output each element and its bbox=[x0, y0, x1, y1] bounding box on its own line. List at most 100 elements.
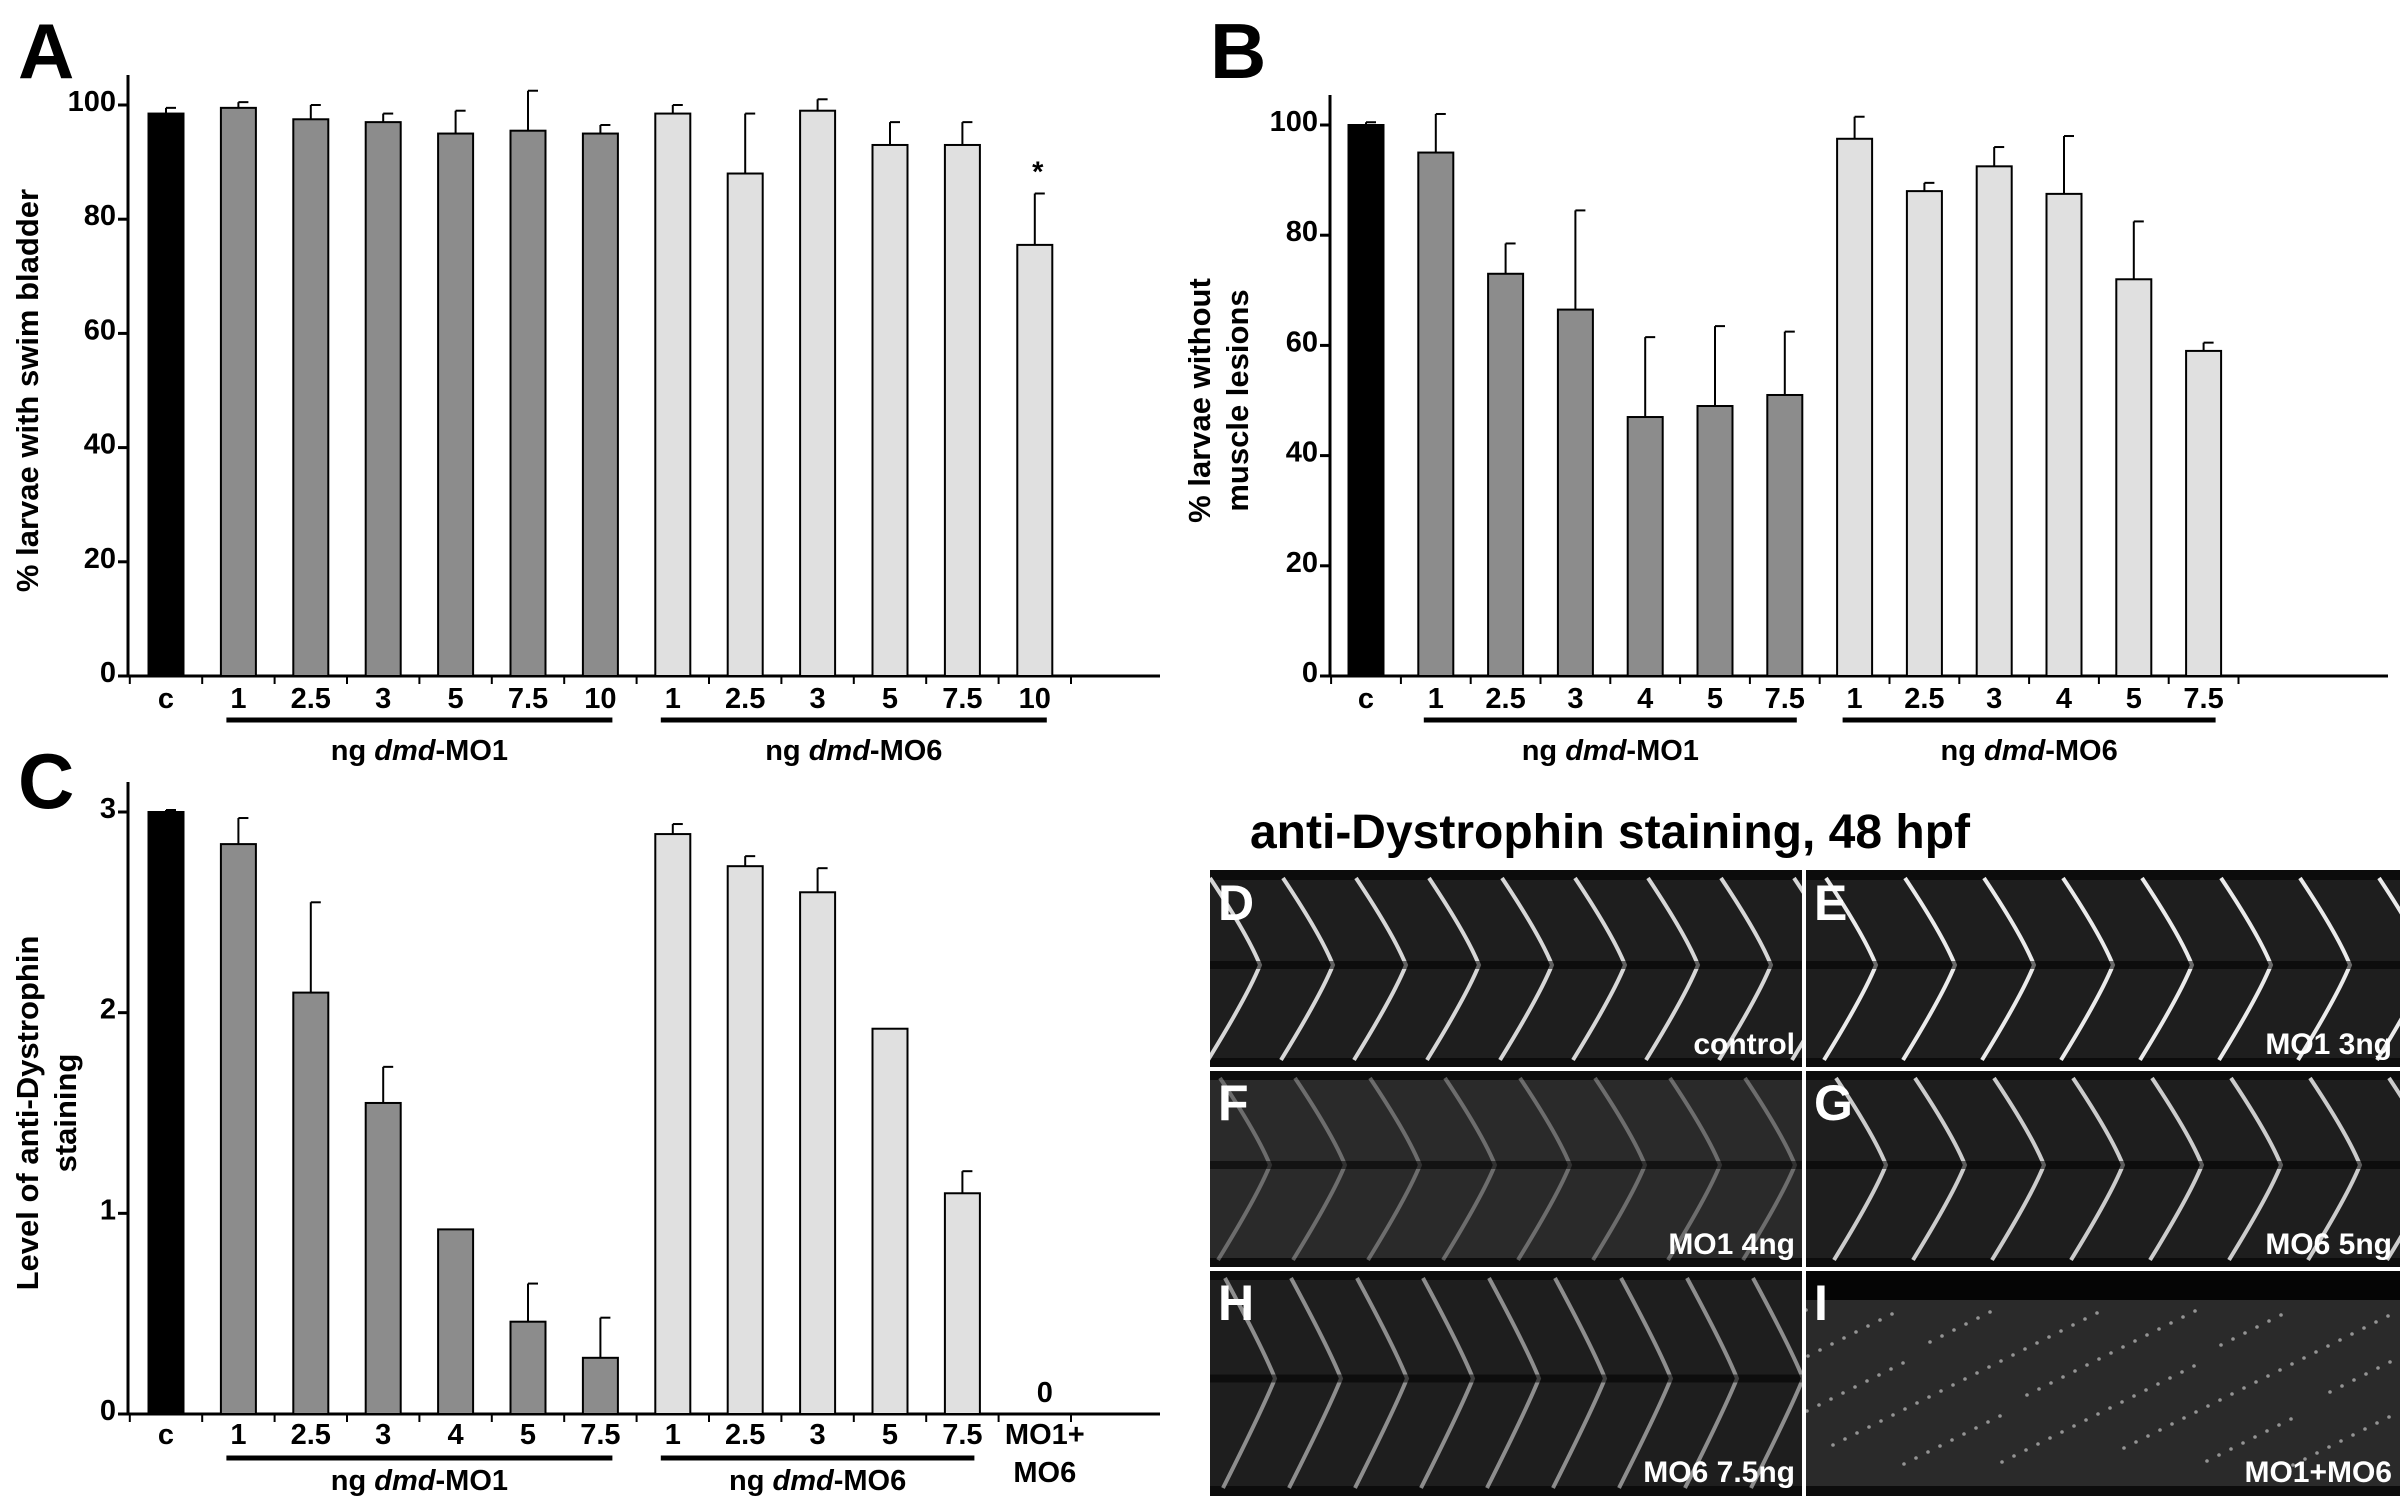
speckle bbox=[2169, 1321, 2173, 1325]
y-tick-label: 0 bbox=[1302, 657, 1318, 689]
x-tick-label: 5 bbox=[882, 1419, 898, 1451]
speckle bbox=[1855, 1431, 1859, 1435]
speckle bbox=[2328, 1390, 2332, 1394]
x-tick-label: 1 bbox=[230, 1419, 246, 1451]
staining-title: anti-Dystrophin staining, 48 hpf bbox=[1250, 806, 1971, 859]
speckle bbox=[2084, 1418, 2088, 1422]
bar bbox=[1905, 190, 1943, 677]
speckle bbox=[2012, 1454, 2016, 1458]
micrograph-label: MO6 5ng bbox=[2265, 1228, 2392, 1261]
speckle bbox=[2061, 1375, 2065, 1379]
speckle bbox=[1817, 1403, 1821, 1407]
speckle bbox=[1928, 1340, 1932, 1344]
bar bbox=[1347, 124, 1385, 677]
group-label: ng dmd-MO1 bbox=[1522, 735, 1699, 767]
micrograph-g bbox=[1806, 1070, 2400, 1268]
speckle bbox=[1865, 1379, 1869, 1383]
speckle bbox=[1940, 1334, 1944, 1338]
bar bbox=[654, 112, 692, 677]
bar bbox=[2045, 192, 2083, 677]
group-label: ng dmd-MO1 bbox=[331, 1465, 508, 1496]
bar bbox=[509, 129, 547, 677]
x-tick-label: 4 bbox=[2056, 683, 2072, 715]
speckle bbox=[2134, 1440, 2138, 1444]
speckle bbox=[2327, 1445, 2331, 1449]
micrograph-letter: E bbox=[1814, 875, 1847, 931]
speckle bbox=[2339, 1439, 2343, 1443]
bar bbox=[437, 132, 475, 678]
speckle bbox=[1806, 1354, 1810, 1358]
speckle bbox=[2036, 1442, 2040, 1446]
bar bbox=[943, 1192, 981, 1416]
x-tick-label: 2.5 bbox=[291, 683, 331, 715]
speckle bbox=[2364, 1372, 2368, 1376]
bar bbox=[799, 891, 837, 1415]
micrograph-h bbox=[1210, 1270, 1803, 1496]
speckle bbox=[1939, 1389, 1943, 1393]
speckle bbox=[2315, 1451, 2319, 1455]
speckle bbox=[1879, 1419, 1883, 1423]
speckle bbox=[2037, 1387, 2041, 1391]
micrograph-letter: G bbox=[1814, 1075, 1853, 1131]
speckle bbox=[2060, 1430, 2064, 1434]
bar bbox=[871, 143, 909, 678]
bar bbox=[1975, 165, 2013, 677]
speckle bbox=[1998, 1414, 2002, 1418]
speckle bbox=[2083, 1317, 2087, 1321]
speckle bbox=[1963, 1377, 1967, 1381]
speckle bbox=[2352, 1378, 2356, 1382]
speckle bbox=[2265, 1429, 2269, 1433]
x-tick-label: 4 bbox=[1637, 683, 1653, 715]
speckle bbox=[1927, 1395, 1931, 1399]
speckle bbox=[2109, 1351, 2113, 1355]
x-tick-label: 7.5 bbox=[2183, 683, 2223, 715]
panel-letter-b: B bbox=[1210, 7, 1266, 95]
micrograph-letter: I bbox=[1814, 1275, 1828, 1331]
speckle bbox=[1853, 1385, 1857, 1389]
bar bbox=[1626, 416, 1664, 677]
speckle bbox=[2170, 1422, 2174, 1426]
speckle bbox=[2386, 1314, 2390, 1318]
speckle bbox=[1962, 1432, 1966, 1436]
x-tick-label: 3 bbox=[810, 683, 826, 715]
x-tick-label: 2.5 bbox=[725, 1419, 765, 1451]
x-tick-label: 4 bbox=[448, 1419, 464, 1451]
group-label: ng dmd-MO6 bbox=[729, 1465, 906, 1496]
y-tick-label: 3 bbox=[100, 793, 116, 825]
micrograph-letter: F bbox=[1218, 1075, 1249, 1131]
speckle bbox=[2277, 1423, 2281, 1427]
y-axis-label: muscle lesions bbox=[1220, 289, 1255, 511]
speckle bbox=[2146, 1434, 2150, 1438]
speckle bbox=[2011, 1353, 2015, 1357]
speckle bbox=[2254, 1380, 2258, 1384]
y-tick-label: 40 bbox=[1286, 437, 1318, 469]
x-tick-label: 7.5 bbox=[580, 1419, 620, 1451]
speckle bbox=[2231, 1337, 2235, 1341]
bar bbox=[509, 1320, 547, 1416]
speckle bbox=[2192, 1364, 2196, 1368]
group-label: ng dmd-MO6 bbox=[765, 735, 942, 767]
y-tick-label: 20 bbox=[84, 543, 116, 575]
speckle bbox=[1867, 1425, 1871, 1429]
speckle bbox=[2374, 1320, 2378, 1324]
speckle bbox=[1843, 1437, 1847, 1441]
speckle bbox=[2206, 1404, 2210, 1408]
bar bbox=[726, 865, 764, 1415]
x-tick-label: 5 bbox=[1707, 683, 1723, 715]
speckle bbox=[1915, 1401, 1919, 1405]
speckle bbox=[1975, 1371, 1979, 1375]
x-tick-label: c bbox=[158, 683, 174, 715]
bar bbox=[147, 811, 185, 1415]
x-tick-label: 1 bbox=[230, 683, 246, 715]
speckle bbox=[2120, 1400, 2124, 1404]
speckle bbox=[2097, 1357, 2101, 1361]
x-tick-label: 3 bbox=[1986, 683, 2002, 715]
speckle bbox=[1938, 1444, 1942, 1448]
bar bbox=[292, 991, 330, 1415]
group-label: ng dmd-MO1 bbox=[331, 735, 508, 767]
speckle bbox=[1901, 1361, 1905, 1365]
micrograph-label: MO6 7.5ng bbox=[1643, 1456, 1795, 1489]
bar bbox=[1836, 137, 1874, 677]
x-tick-label: 1 bbox=[665, 683, 681, 715]
bar bbox=[2185, 349, 2223, 677]
